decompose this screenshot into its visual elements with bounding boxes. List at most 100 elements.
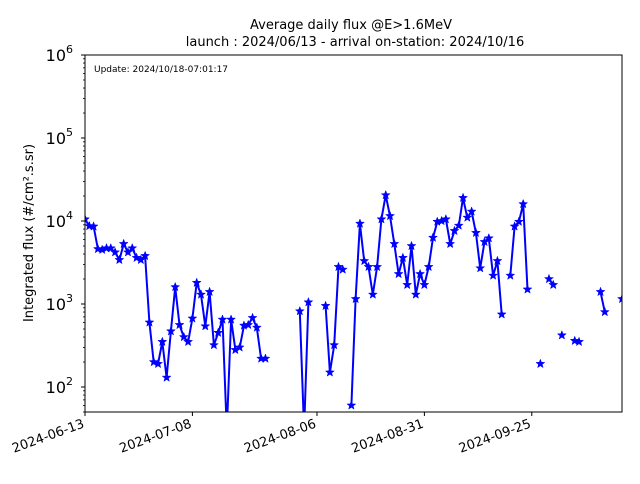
data-point: [157, 336, 168, 347]
data-point: [204, 286, 215, 297]
data-point: [303, 296, 314, 307]
data-point: [376, 213, 387, 224]
series-line: [298, 302, 310, 412]
y-tick-label: 106: [46, 43, 73, 65]
plot-frame: [84, 54, 623, 413]
data-point: [333, 261, 344, 272]
data-point: [329, 339, 340, 350]
data-point: [445, 238, 456, 249]
data-point: [127, 242, 138, 253]
data-point: [152, 358, 164, 369]
data-point: [402, 279, 413, 290]
data-point: [372, 261, 383, 272]
data-point: [406, 240, 417, 251]
data-point: [144, 317, 155, 327]
data-point: [320, 300, 331, 311]
data-point: [243, 319, 254, 330]
data-point: [410, 289, 421, 299]
data-point: [165, 325, 176, 336]
y-tick-label: 105: [46, 126, 73, 148]
data-point: [543, 273, 555, 284]
data-point: [226, 314, 237, 324]
data-point: [294, 305, 305, 316]
data-point: [595, 286, 606, 297]
data-point: [573, 336, 585, 347]
series-line: [324, 265, 344, 374]
data-point: [217, 314, 228, 324]
data-point: [105, 242, 116, 253]
x-tick-label: 2024-07-08: [118, 417, 194, 457]
data-point: [260, 353, 271, 363]
data-point: [453, 220, 464, 230]
chart-title: Average daily flux @E>1.6MeV: [250, 18, 452, 33]
data-point: [518, 198, 529, 209]
data-point: [483, 232, 494, 243]
data-point: [131, 252, 142, 263]
data-point: [505, 270, 516, 280]
data-point: [488, 270, 499, 280]
data-point: [509, 221, 520, 231]
data-point: [337, 264, 348, 274]
data-point: [208, 339, 219, 350]
chart-subtitle: launch : 2024/06/13 - arrival on-station…: [186, 35, 524, 50]
axes-layer: 102 103 104 105 106 2024-06-13 2024-07-08 2024-…: [10, 43, 533, 457]
data-point: [457, 192, 469, 203]
data-point: [161, 372, 172, 382]
data-point: [599, 306, 610, 317]
data-point: [170, 281, 181, 292]
data-point: [496, 309, 507, 319]
data-point: [195, 289, 207, 299]
y-tick-label: 102: [46, 375, 73, 397]
data-point: [535, 358, 546, 369]
data-point: [200, 320, 211, 331]
data-point: [475, 262, 486, 273]
x-tick-label: 2024-08-06: [242, 417, 318, 457]
data-point: [350, 293, 361, 304]
data-point: [140, 250, 151, 261]
data-point: [384, 210, 396, 221]
data-point: [359, 255, 370, 266]
data-point: [213, 327, 224, 338]
data-point: [85, 213, 91, 224]
data-point: [415, 268, 426, 279]
series-layer: [85, 189, 622, 412]
data-point: [174, 319, 185, 330]
y-axis-label: Integrated flux (#/cm².s.sr): [22, 144, 37, 322]
update-annotation: Update: 2024/10/18-07:01:17: [94, 65, 228, 75]
data-point: [247, 312, 258, 323]
data-point: [449, 225, 460, 236]
data-point: [88, 221, 99, 231]
data-point: [251, 322, 262, 332]
data-point: [346, 400, 357, 410]
data-point: [466, 206, 477, 216]
x-tick-label: 2024-09-25: [457, 417, 533, 457]
data-point: [393, 268, 404, 279]
data-point: [183, 336, 194, 347]
y-tick-label: 103: [46, 292, 73, 314]
data-point: [234, 342, 245, 352]
data-point: [178, 331, 189, 342]
data-point: [427, 232, 439, 242]
data-point: [440, 213, 451, 224]
y-tick-label: 104: [46, 209, 73, 231]
data-point: [556, 329, 567, 340]
data-point: [367, 289, 378, 299]
data-point: [380, 189, 391, 200]
data-point: [363, 261, 374, 272]
data-point: [462, 212, 473, 222]
data-point: [389, 238, 400, 249]
data-point: [397, 252, 408, 263]
x-tick-label: 2024-06-13: [10, 417, 86, 457]
data-point: [522, 284, 533, 294]
data-point: [419, 279, 430, 290]
data-point: [513, 216, 524, 227]
data-point: [470, 227, 481, 238]
data-point: [191, 277, 202, 288]
data-point: [187, 313, 198, 323]
data-point: [548, 279, 559, 290]
data-point: [616, 293, 622, 304]
x-tick-label: 2024-08-31: [350, 417, 426, 457]
data-point: [148, 356, 159, 367]
